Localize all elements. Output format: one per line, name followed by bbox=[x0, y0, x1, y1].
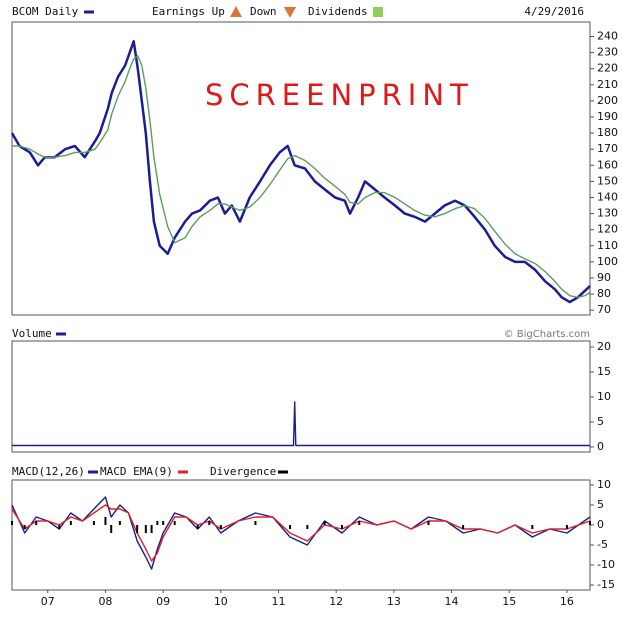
legend-label: Divergence bbox=[210, 465, 276, 478]
legend-item: Down bbox=[250, 5, 277, 18]
y-tick-label: 70 bbox=[597, 303, 611, 316]
legend-swatch bbox=[88, 470, 98, 474]
panel-frame bbox=[11, 340, 591, 453]
y-tick-label: 160 bbox=[597, 158, 618, 171]
series-line bbox=[11, 496, 591, 570]
y-tick-label: 100 bbox=[597, 255, 618, 268]
x-tick-label: 10 bbox=[214, 595, 228, 608]
y-tick-label: 5 bbox=[597, 415, 604, 428]
y-tick-label: 230 bbox=[597, 46, 618, 59]
y-tick-label: 120 bbox=[597, 223, 618, 236]
legend-swatch bbox=[178, 470, 188, 474]
y-tick-label: 200 bbox=[597, 94, 618, 107]
legend-swatch bbox=[84, 10, 94, 14]
legend-label: MACD EMA(9) bbox=[100, 465, 173, 478]
earnings-up-icon bbox=[230, 6, 242, 17]
dividends-icon bbox=[373, 7, 383, 17]
y-tick-label: 10 bbox=[597, 478, 611, 491]
panel-frame bbox=[11, 479, 591, 591]
legend-item: Dividends bbox=[308, 5, 368, 18]
x-tick-label: 08 bbox=[98, 595, 112, 608]
y-tick-label: 20 bbox=[597, 340, 611, 353]
y-tick-label: 170 bbox=[597, 142, 618, 155]
y-tick-label: 90 bbox=[597, 271, 611, 284]
y-tick-label: 240 bbox=[597, 29, 618, 42]
legend-label: BCOM Daily bbox=[12, 5, 79, 18]
y-tick-label: 80 bbox=[597, 287, 611, 300]
series-line bbox=[12, 401, 590, 447]
series-line bbox=[10, 40, 591, 304]
x-tick-label: 15 bbox=[502, 595, 516, 608]
legend-item: Earnings Up bbox=[152, 5, 225, 18]
y-tick-label: 180 bbox=[597, 126, 618, 139]
legend-swatch bbox=[278, 470, 288, 474]
y-tick-label: 140 bbox=[597, 190, 618, 203]
x-tick-label: 14 bbox=[445, 595, 459, 608]
x-tick-label: 16 bbox=[560, 595, 574, 608]
y-tick-label: 0 bbox=[597, 518, 604, 531]
source-credit: © BigCharts.com bbox=[504, 329, 590, 340]
y-tick-label: 220 bbox=[597, 62, 618, 75]
y-tick-label: -15 bbox=[597, 578, 615, 591]
earnings-down-icon bbox=[284, 7, 296, 18]
y-tick-label: 15 bbox=[597, 365, 611, 378]
y-tick-label: -10 bbox=[597, 558, 615, 571]
x-tick-label: 13 bbox=[387, 595, 401, 608]
y-tick-label: 0 bbox=[597, 440, 604, 453]
y-tick-label: 190 bbox=[597, 110, 618, 123]
y-tick-label: 110 bbox=[597, 239, 618, 252]
x-tick-label: 07 bbox=[41, 595, 55, 608]
chart-date: 4/29/2016 bbox=[524, 5, 584, 18]
series-line bbox=[11, 504, 591, 562]
panel-frame bbox=[11, 21, 591, 316]
x-tick-label: 09 bbox=[156, 595, 170, 608]
legend-label: MACD(12,26) bbox=[12, 465, 85, 478]
watermark: SCREENPRINT bbox=[205, 78, 474, 112]
moving-average-line bbox=[12, 55, 591, 298]
y-tick-label: 5 bbox=[597, 498, 604, 511]
legend-swatch bbox=[56, 332, 66, 336]
y-tick-label: -5 bbox=[597, 538, 608, 551]
y-tick-label: 210 bbox=[597, 78, 618, 91]
y-tick-label: 10 bbox=[597, 390, 611, 403]
x-tick-label: 11 bbox=[272, 595, 286, 608]
y-tick-label: 130 bbox=[597, 207, 618, 220]
y-tick-label: 150 bbox=[597, 174, 618, 187]
legend-label: Volume bbox=[12, 327, 52, 340]
x-tick-label: 12 bbox=[329, 595, 343, 608]
